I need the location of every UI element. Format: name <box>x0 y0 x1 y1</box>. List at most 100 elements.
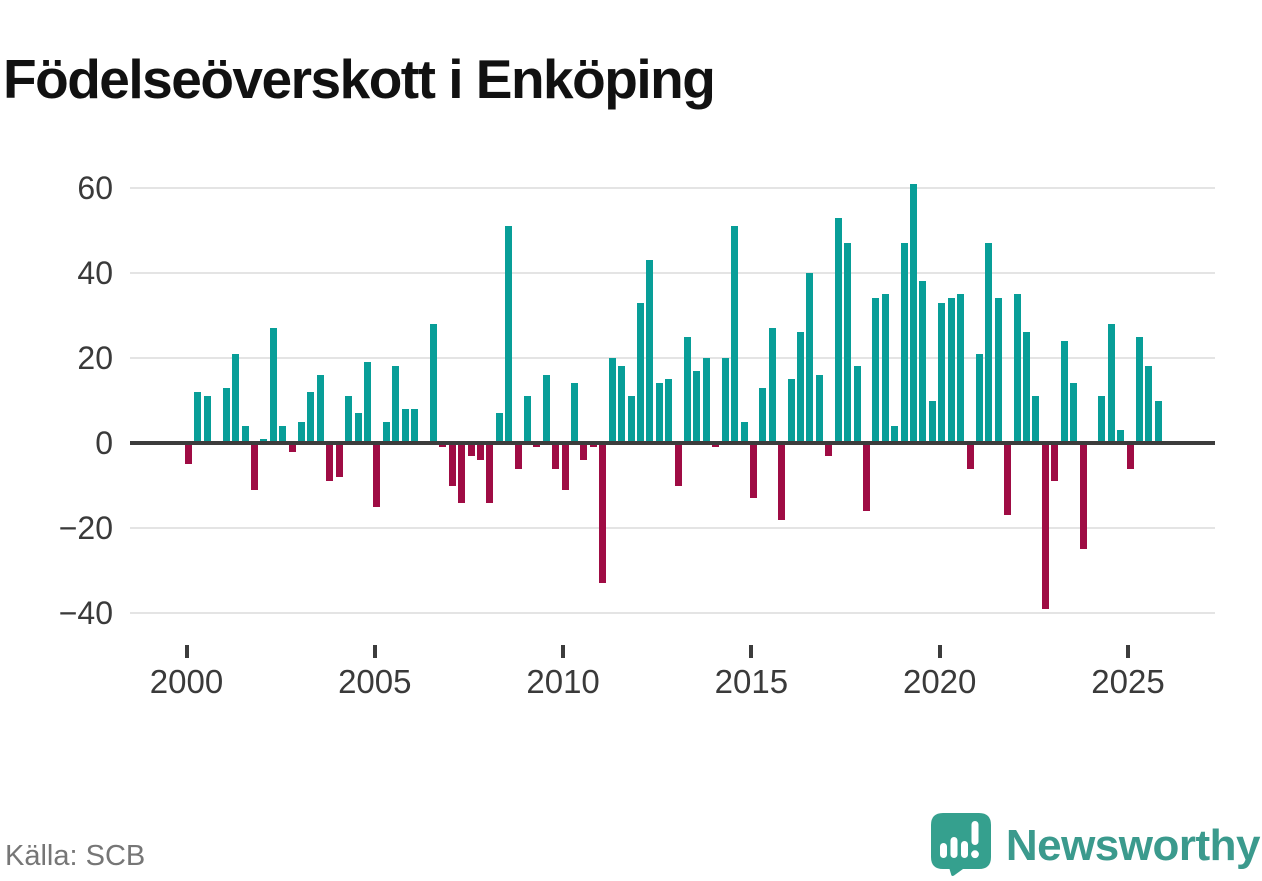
bar-2015-q2 <box>759 387 767 443</box>
bar-2010-q1 <box>561 443 569 490</box>
bar-2016-q1 <box>787 379 795 443</box>
bar-2005-q3 <box>392 366 400 443</box>
y-axis-label-0: 0 <box>95 425 113 461</box>
bar-2015-q4 <box>778 443 786 520</box>
x-axis-tick-2010 <box>561 645 566 658</box>
bar-2004-q1 <box>335 443 343 477</box>
bar-2020-q4 <box>966 443 974 469</box>
bar-2002-q3 <box>279 426 287 443</box>
bar-2008-q2 <box>495 413 503 443</box>
x-axis-label-2025: 2025 <box>1091 663 1165 700</box>
bar-2013-q2 <box>684 336 691 443</box>
gridline-60 <box>130 186 1215 189</box>
bar-2021-q4 <box>1004 443 1012 516</box>
bar-2013-q4 <box>702 357 710 443</box>
bar-2024-q2 <box>1098 396 1106 443</box>
bar-2021-q3 <box>994 298 1002 443</box>
bar-2014-q4 <box>740 421 748 443</box>
bar-2019-q2 <box>910 183 917 443</box>
bar-2003-q4 <box>326 443 334 482</box>
y-axis-label--20: −20 <box>58 510 113 547</box>
bar-2025-q4 <box>1154 400 1162 443</box>
bar-2010-q4 <box>589 443 597 448</box>
bar-2013-q1 <box>674 443 682 486</box>
bar-2018-q2 <box>872 298 880 443</box>
bar-2024-q3 <box>1107 323 1115 443</box>
gridline-20 <box>130 356 1215 359</box>
bar-2001-q4 <box>250 443 258 490</box>
bar-2014-q1 <box>712 443 720 448</box>
bar-2011-q3 <box>618 366 626 443</box>
bar-2002-q1 <box>260 438 268 443</box>
bar-2023-q2 <box>1060 340 1068 443</box>
bar-2009-q3 <box>542 374 550 443</box>
x-axis-tick-2005 <box>372 645 377 658</box>
bar-2025-q2 <box>1136 336 1143 443</box>
bar-2006-q4 <box>439 443 447 448</box>
bar-2012-q4 <box>665 379 673 443</box>
x-axis-label-2020: 2020 <box>902 663 977 700</box>
page-title: Födelseöverskott i Enköping <box>3 47 716 110</box>
bar-2022-q2 <box>1023 332 1030 443</box>
bar-2017-q2 <box>834 217 842 443</box>
gridline--40 <box>130 612 1215 615</box>
bar-2014-q3 <box>731 226 739 443</box>
bar-2019-q4 <box>928 400 936 443</box>
x-axis-label-2005: 2005 <box>338 663 412 700</box>
bar-2022-q3 <box>1032 396 1040 443</box>
bar-2012-q2 <box>646 260 654 443</box>
bar-2004-q3 <box>354 413 362 443</box>
x-axis-tick-2015 <box>749 645 754 658</box>
bar-2008-q3 <box>505 226 513 443</box>
bar-2018-q1 <box>862 443 870 512</box>
bar-2025-q1 <box>1126 443 1134 469</box>
bar-2002-q2 <box>269 328 277 443</box>
bar-2001-q2 <box>232 353 240 443</box>
bar-2007-q2 <box>458 443 465 503</box>
bar-2008-q4 <box>514 443 522 469</box>
bar-2011-q4 <box>627 396 635 443</box>
bar-2000-q1 <box>185 443 192 465</box>
bar-2021-q2 <box>985 243 993 443</box>
y-axis-label--40: −40 <box>58 595 113 632</box>
y-axis-label-40: 40 <box>77 254 113 291</box>
x-axis-label-2000: 2000 <box>149 663 224 700</box>
bar-2019-q3 <box>919 281 927 443</box>
bar-2014-q2 <box>721 357 729 443</box>
brand-logo: Newsworthy <box>930 812 1261 881</box>
bar-2011-q1 <box>599 443 607 584</box>
y-axis-label-60: 60 <box>77 169 113 206</box>
bar-2004-q4 <box>363 362 371 443</box>
bar-2016-q3 <box>806 272 814 443</box>
bar-2012-q3 <box>655 383 663 443</box>
bar-2003-q1 <box>298 421 305 443</box>
bar-2023-q3 <box>1070 383 1077 443</box>
bar-2024-q4 <box>1117 430 1125 443</box>
bar-2020-q2 <box>947 298 955 443</box>
x-axis-baseline <box>130 441 1215 445</box>
bar-2021-q1 <box>975 353 983 443</box>
bar-2009-q4 <box>552 443 560 469</box>
bar-2007-q1 <box>448 443 456 486</box>
bar-2017-q1 <box>825 443 833 456</box>
bar-2003-q2 <box>307 392 315 443</box>
newsworthy-speech-bubble-bar-chart-exclamation-icon <box>930 812 992 881</box>
bar-2009-q1 <box>524 396 531 443</box>
bar-2002-q4 <box>288 443 296 452</box>
bar-2007-q4 <box>476 443 484 460</box>
bar-2006-q3 <box>429 323 437 443</box>
bar-2005-q2 <box>382 421 390 443</box>
bar-2011-q2 <box>608 357 616 443</box>
bar-2007-q3 <box>467 443 475 456</box>
bar-2023-q4 <box>1079 443 1087 550</box>
bar-2013-q3 <box>693 370 701 443</box>
bar-2022-q4 <box>1041 443 1049 609</box>
bar-2015-q3 <box>768 328 776 443</box>
bar-2008-q1 <box>486 443 494 503</box>
bar-2017-q3 <box>844 243 852 443</box>
bar-2017-q4 <box>853 366 861 443</box>
bar-2020-q1 <box>938 302 946 443</box>
brand-name: Newsworthy <box>1005 821 1261 870</box>
bar-2010-q2 <box>571 383 578 443</box>
